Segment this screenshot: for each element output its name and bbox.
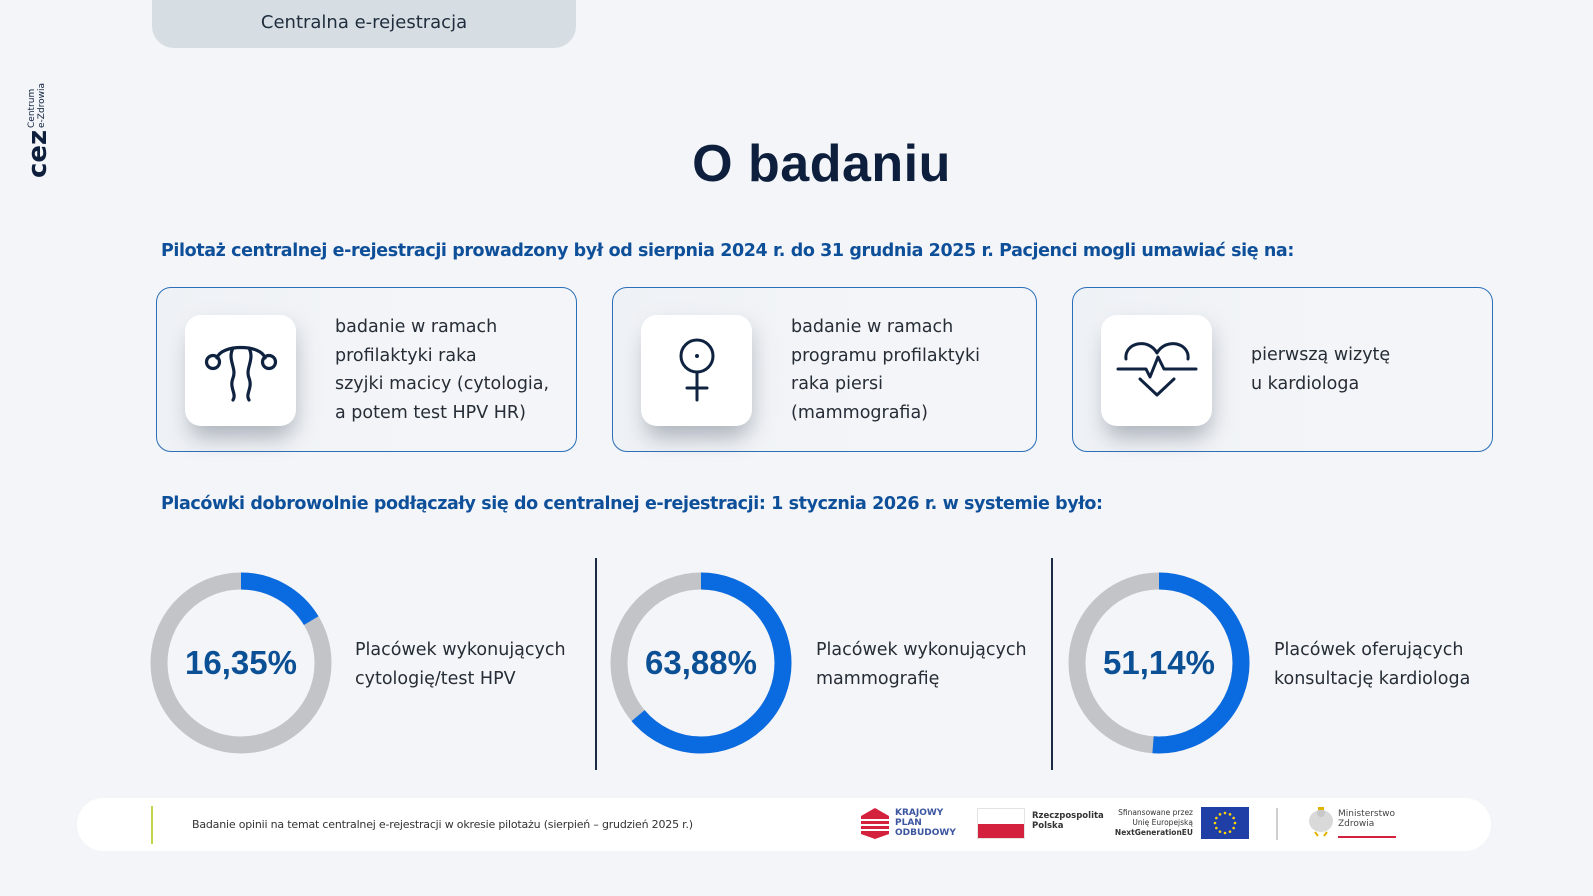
eu-flag-icon xyxy=(1201,807,1249,839)
eu-star xyxy=(1233,821,1237,825)
cez-logo-line1: Centrum xyxy=(27,89,37,128)
rp-line: Polska xyxy=(1032,821,1064,831)
mz-line: Zdrowia xyxy=(1338,819,1375,829)
polish-flag-icon xyxy=(977,808,1025,839)
eu-star xyxy=(1215,826,1218,830)
cez-logo-line2: e-Zdrowia xyxy=(37,83,47,128)
kpo-line: ODBUDOWY xyxy=(895,828,956,838)
stat-label: Placówek wykonujących mammografię xyxy=(816,636,1027,694)
divider xyxy=(1051,558,1053,770)
card-line: u kardiologa xyxy=(1251,373,1360,394)
stat-label: Placówek oferujących konsultację kardiol… xyxy=(1274,636,1470,694)
stat-label-line: Placówek wykonujących xyxy=(816,640,1027,660)
eu-star xyxy=(1228,813,1232,816)
rp-logo-text: Rzeczpospolita Polska xyxy=(1032,811,1104,831)
footer: Badanie opinii na temat centralnej e-rej… xyxy=(77,798,1491,851)
footer-note: Badanie opinii na temat centralnej e-rej… xyxy=(192,818,693,831)
mz-logo: Ministerstwo Zdrowia xyxy=(1307,806,1407,844)
donut-value: 16,35% xyxy=(185,644,297,681)
service-card-cardiology: pierwszą wizytę u kardiologa xyxy=(1072,287,1493,452)
rp-logo: Rzeczpospolita Polska xyxy=(977,808,1104,840)
card-text: pierwszą wizytę u kardiologa xyxy=(1251,341,1390,398)
mz-logo-text: Ministerstwo Zdrowia xyxy=(1338,809,1395,829)
heart-pulse-icon xyxy=(1116,341,1197,396)
service-card-mammography: badanie w ramach programu profilaktyki r… xyxy=(612,287,1037,452)
uterus-icon xyxy=(204,345,277,402)
card-line: szyjki macicy (cytologia, xyxy=(335,374,550,395)
eu-star xyxy=(1213,821,1217,825)
eu-star xyxy=(1232,816,1235,820)
rp-line: Rzeczpospolita xyxy=(1032,811,1104,821)
card-line: pierwszą wizytę xyxy=(1251,345,1391,365)
kpo-line: PLAN xyxy=(895,818,922,828)
icon-tile xyxy=(641,315,752,426)
mz-underline xyxy=(1338,836,1396,838)
eu-star xyxy=(1228,830,1232,833)
eu-star xyxy=(1218,813,1222,816)
female-symbol-icon xyxy=(679,338,714,401)
eu-star xyxy=(1218,830,1222,833)
cez-logo-mark: cez xyxy=(23,130,53,178)
section-tab-label: Centralna e-rejestracja xyxy=(260,11,468,33)
kpo-logo-text: KRAJOWY PLAN ODBUDOWY xyxy=(895,808,956,838)
eu-star xyxy=(1215,816,1218,820)
stats-heading: Placówki dobrowolnie podłączały się do c… xyxy=(161,494,1103,514)
card-line: (mammografia) xyxy=(791,403,929,424)
kpo-emblem-icon xyxy=(861,808,889,839)
divider xyxy=(595,558,597,770)
eu-logo-text: Sfinansowane przez Unię Europejską NextG… xyxy=(1115,808,1193,838)
footer-separator xyxy=(1276,808,1278,840)
card-text: badanie w ramach programu profilaktyki r… xyxy=(791,313,980,428)
donut-arc xyxy=(150,572,332,754)
kpo-line: KRAJOWY xyxy=(895,808,944,818)
eu-logo: Sfinansowane przez Unię Europejską NextG… xyxy=(1109,806,1249,842)
donut-mammography: 63,88% xyxy=(610,572,792,754)
card-line: raka piersi xyxy=(791,374,883,395)
icon-tile xyxy=(185,315,296,426)
donut-cardiology: 51,14% xyxy=(1068,572,1250,754)
stat-label-line: Placówek oferujących xyxy=(1274,640,1464,660)
eu-star xyxy=(1223,811,1227,815)
stat-label: Placówek wykonujących cytologię/test HPV xyxy=(355,636,566,694)
stat-label-line: mammografię xyxy=(816,669,940,689)
card-line: badanie w ramach xyxy=(791,317,954,337)
donut-value: 51,14% xyxy=(1103,644,1215,681)
card-text: badanie w ramach profilaktyki raka szyjk… xyxy=(335,313,549,428)
stat-label-line: konsultację kardiologa xyxy=(1274,669,1471,689)
eu-line: NextGenerationEU xyxy=(1114,828,1193,837)
donut-arc xyxy=(610,572,792,754)
card-line: badanie w ramach xyxy=(335,317,498,337)
eu-line: Unię Europejską xyxy=(1132,818,1193,827)
donut-cytology: 16,35% xyxy=(150,572,332,754)
eagle-emblem-icon xyxy=(1309,807,1333,837)
stat-label-line: cytologię/test HPV xyxy=(355,669,516,689)
card-line: profilaktyki raka xyxy=(335,345,477,366)
kpo-logo: KRAJOWY PLAN ODBUDOWY xyxy=(859,806,964,844)
stat-label-line: Placówek wykonujących xyxy=(355,640,566,660)
service-card-cytology: badanie w ramach profilaktyki raka szyjk… xyxy=(156,287,577,452)
card-line: a potem test HPV HR) xyxy=(335,403,526,424)
footer-accent-bar xyxy=(151,806,153,844)
donut-arc xyxy=(1068,572,1250,754)
intro-heading: Pilotaż centralnej e-rejestracji prowadz… xyxy=(161,241,1294,261)
mz-line: Ministerstwo xyxy=(1338,809,1396,819)
card-line: programu profilaktyki xyxy=(791,345,980,366)
section-tab: Centralna e-rejestracja xyxy=(152,0,576,48)
eu-line: Sfinansowane przez xyxy=(1118,808,1193,817)
donut-value: 63,88% xyxy=(645,644,757,681)
page-title: O badaniu xyxy=(692,135,951,193)
cez-logo: cez Centrum e-Zdrowia xyxy=(20,74,56,180)
icon-tile xyxy=(1101,315,1212,426)
eu-star xyxy=(1232,826,1235,830)
eu-star xyxy=(1223,831,1227,835)
